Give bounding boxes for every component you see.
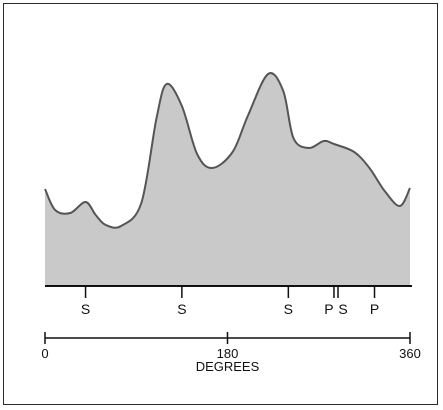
area-layer <box>44 72 411 286</box>
x-tick-label: 0 <box>41 346 48 361</box>
x-tick-label: 360 <box>399 346 421 361</box>
marker-label-p: P <box>324 301 333 317</box>
profile-curve <box>44 72 411 229</box>
marker-label-p: P <box>370 301 379 317</box>
x-tick-label: 180 <box>217 346 239 361</box>
marker-label-s: S <box>284 301 293 317</box>
tick-layer: 0 180 360 <box>41 332 421 361</box>
marker-label-s: S <box>338 301 347 317</box>
marker-label-s: S <box>81 301 90 317</box>
x-axis-label: DEGREES <box>196 359 260 374</box>
marker-label-s: S <box>177 301 186 317</box>
area-fill <box>45 73 410 286</box>
